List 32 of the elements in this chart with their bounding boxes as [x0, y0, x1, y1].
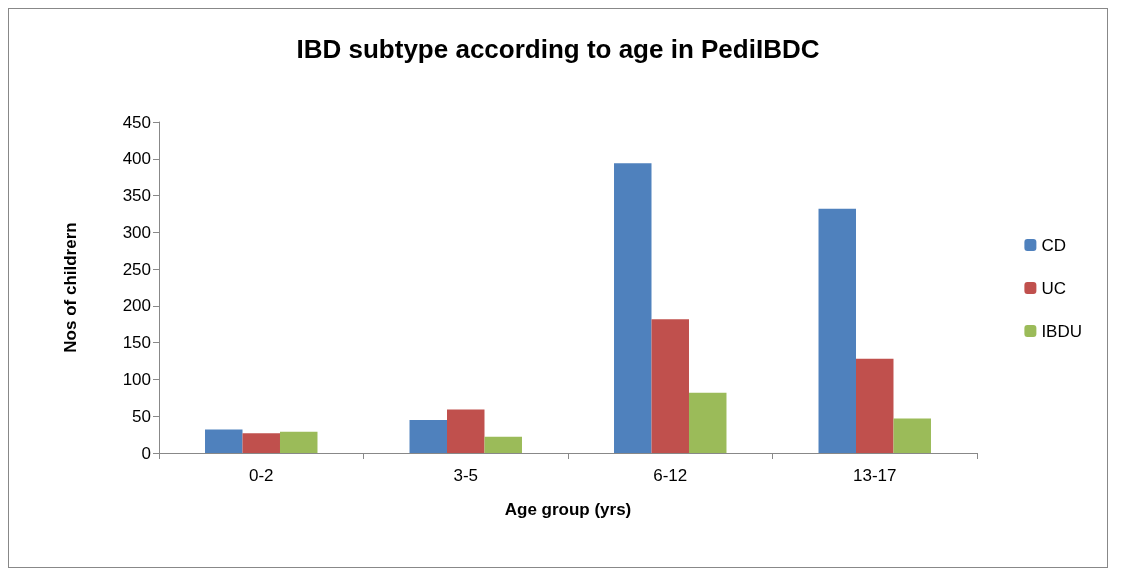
bar [447, 409, 485, 453]
y-tick-label: 350 [122, 186, 151, 206]
y-tick-label: 300 [122, 222, 151, 242]
bar [205, 429, 243, 453]
bar [818, 208, 856, 453]
y-tick-label: 400 [122, 149, 151, 169]
x-tick-label: 3-5 [453, 466, 479, 485]
x-axis-title: Age group (yrs) [504, 500, 632, 519]
y-tick-label: 250 [122, 259, 151, 279]
x-tick-label: 13-17 [853, 466, 897, 485]
chart-title: IBD subtype according to age in PediIBDC [296, 34, 820, 64]
bar [893, 418, 931, 453]
bar [242, 433, 280, 453]
y-axis-title: Nos of childrern [61, 222, 80, 353]
y-tick-label: 50 [132, 406, 151, 426]
bar [484, 436, 522, 453]
x-tick-label: 0-2 [248, 466, 274, 485]
bar [280, 431, 318, 453]
bar [689, 392, 727, 453]
bar [856, 358, 894, 453]
bar [409, 419, 447, 453]
y-tick-label: 450 [122, 112, 151, 132]
y-tick-label: 200 [122, 296, 151, 316]
y-tick-label: 150 [122, 333, 151, 353]
y-tick-label: 100 [122, 369, 151, 389]
legend-label: CD [1041, 235, 1066, 255]
bar [614, 163, 652, 453]
bar [651, 319, 689, 453]
legend-label: IBDU [1041, 321, 1083, 341]
legend-label: UC [1041, 278, 1066, 298]
x-tick-label: 6-12 [653, 466, 688, 485]
y-tick-label: 0 [141, 443, 151, 463]
